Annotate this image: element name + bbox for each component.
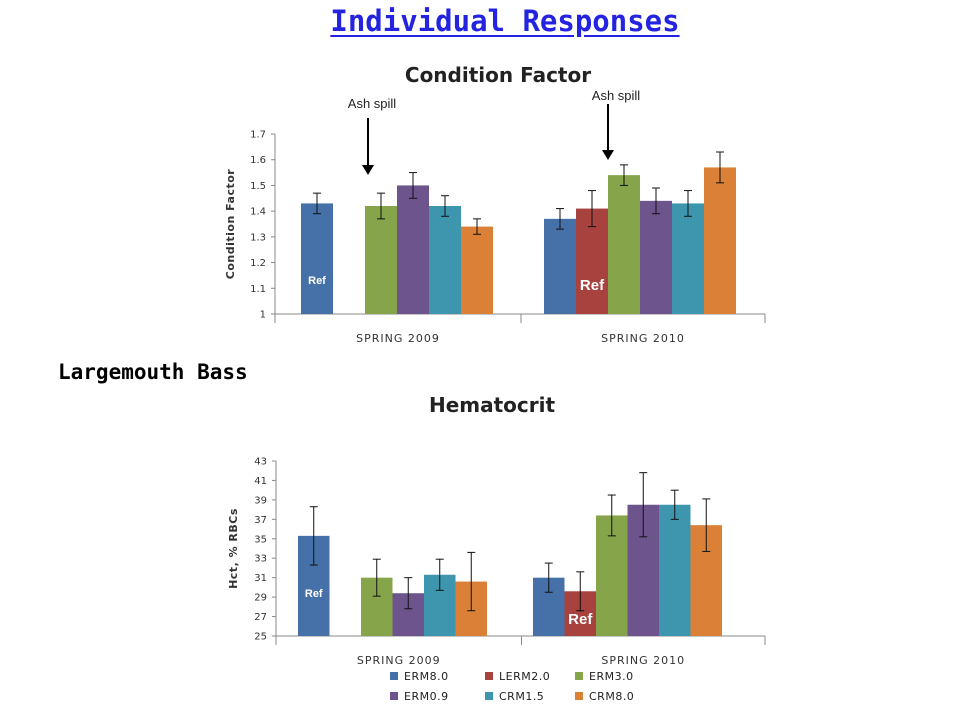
chart1-arrow-head [602, 150, 614, 160]
chart2-y-tick-label: 25 [254, 632, 267, 643]
species-label: Largemouth Bass [58, 360, 248, 384]
chart1-y-tick-label: 1.7 [250, 130, 266, 141]
chart1-ash-spill-label: Ash spill [592, 88, 641, 103]
chart1-bar-erm0-9 [640, 200, 672, 314]
chart1-title: Condition Factor [405, 63, 591, 87]
legend-swatch-erm8-0 [390, 672, 398, 680]
chart1-y-tick-label: 1.1 [250, 284, 266, 295]
chart1-y-tick-label: 1.5 [250, 181, 266, 192]
chart1-ash-spill-label: Ash spill [348, 96, 397, 111]
legend-swatch-lerm2-0 [485, 672, 493, 680]
chart2-y-tick-label: 27 [254, 612, 267, 623]
legend-label-crm1-5: CRM1.5 [499, 690, 544, 703]
chart2-y-tick-label: 39 [254, 495, 267, 506]
chart2-category-label: SPRING 2010 [601, 654, 685, 667]
legend-swatch-erm3-0 [575, 672, 583, 680]
chart2-title: Hematocrit [429, 393, 556, 417]
chart1-bar-erm8-0 [544, 218, 576, 314]
chart1-category-label: SPRING 2009 [356, 332, 440, 345]
chart2-y-tick-label: 31 [254, 573, 267, 584]
chart1-ref-label: Ref [580, 277, 605, 294]
chart1-y-tick-label: 1.6 [250, 155, 266, 166]
chart1-y-tick-label: 1.3 [250, 232, 266, 243]
chart2-y-tick-label: 37 [254, 515, 267, 526]
chart1-category-label: SPRING 2010 [601, 332, 685, 345]
chart2-y-tick-label: 43 [254, 457, 267, 468]
chart1-y-tick-label: 1.4 [250, 207, 266, 218]
chart2-y-tick-label: 41 [254, 476, 267, 487]
legend-label-erm0-9: ERM0.9 [404, 690, 449, 703]
chart1-arrow-head [362, 165, 374, 175]
chart2-y-tick-label: 35 [254, 534, 267, 545]
chart1-bar-crm8-0 [704, 167, 736, 314]
page-title: Individual Responses [330, 4, 680, 38]
chart1-bar-crm8-0 [461, 226, 493, 314]
legend-label-erm8-0: ERM8.0 [404, 670, 449, 683]
legend-swatch-crm1-5 [485, 692, 493, 700]
legend-label-crm8-0: CRM8.0 [589, 690, 634, 703]
chart1-bar-erm0-9 [397, 185, 429, 314]
chart2-category-label: SPRING 2009 [357, 654, 441, 667]
legend-label-lerm2-0: LERM2.0 [499, 670, 550, 683]
chart1-bar-erm3-0 [608, 175, 640, 314]
chart2-bar-crm1-5 [659, 504, 691, 636]
chart2-y-axis-label: Hct, % RBCs [227, 508, 240, 589]
chart2-y-tick-label: 29 [254, 593, 267, 604]
chart1-bar-crm1-5 [429, 206, 461, 314]
chart1-bar-erm3-0 [365, 206, 397, 314]
legend-swatch-crm8-0 [575, 692, 583, 700]
chart1-y-axis-label: Condition Factor [224, 169, 237, 279]
chart2-ref-label: Ref [568, 611, 593, 628]
chart1-bar-crm1-5 [672, 203, 704, 314]
chart2-y-tick-label: 33 [254, 554, 267, 565]
chart1-bar-erm8-0 [301, 203, 333, 314]
chart1-ref-label: Ref [308, 275, 326, 287]
chart2-ref-label: Ref [305, 588, 323, 600]
legend-swatch-erm0-9 [390, 692, 398, 700]
chart1-y-tick-label: 1 [260, 310, 266, 321]
chart1-y-tick-label: 1.2 [250, 258, 266, 269]
legend-label-erm3-0: ERM3.0 [589, 670, 634, 683]
